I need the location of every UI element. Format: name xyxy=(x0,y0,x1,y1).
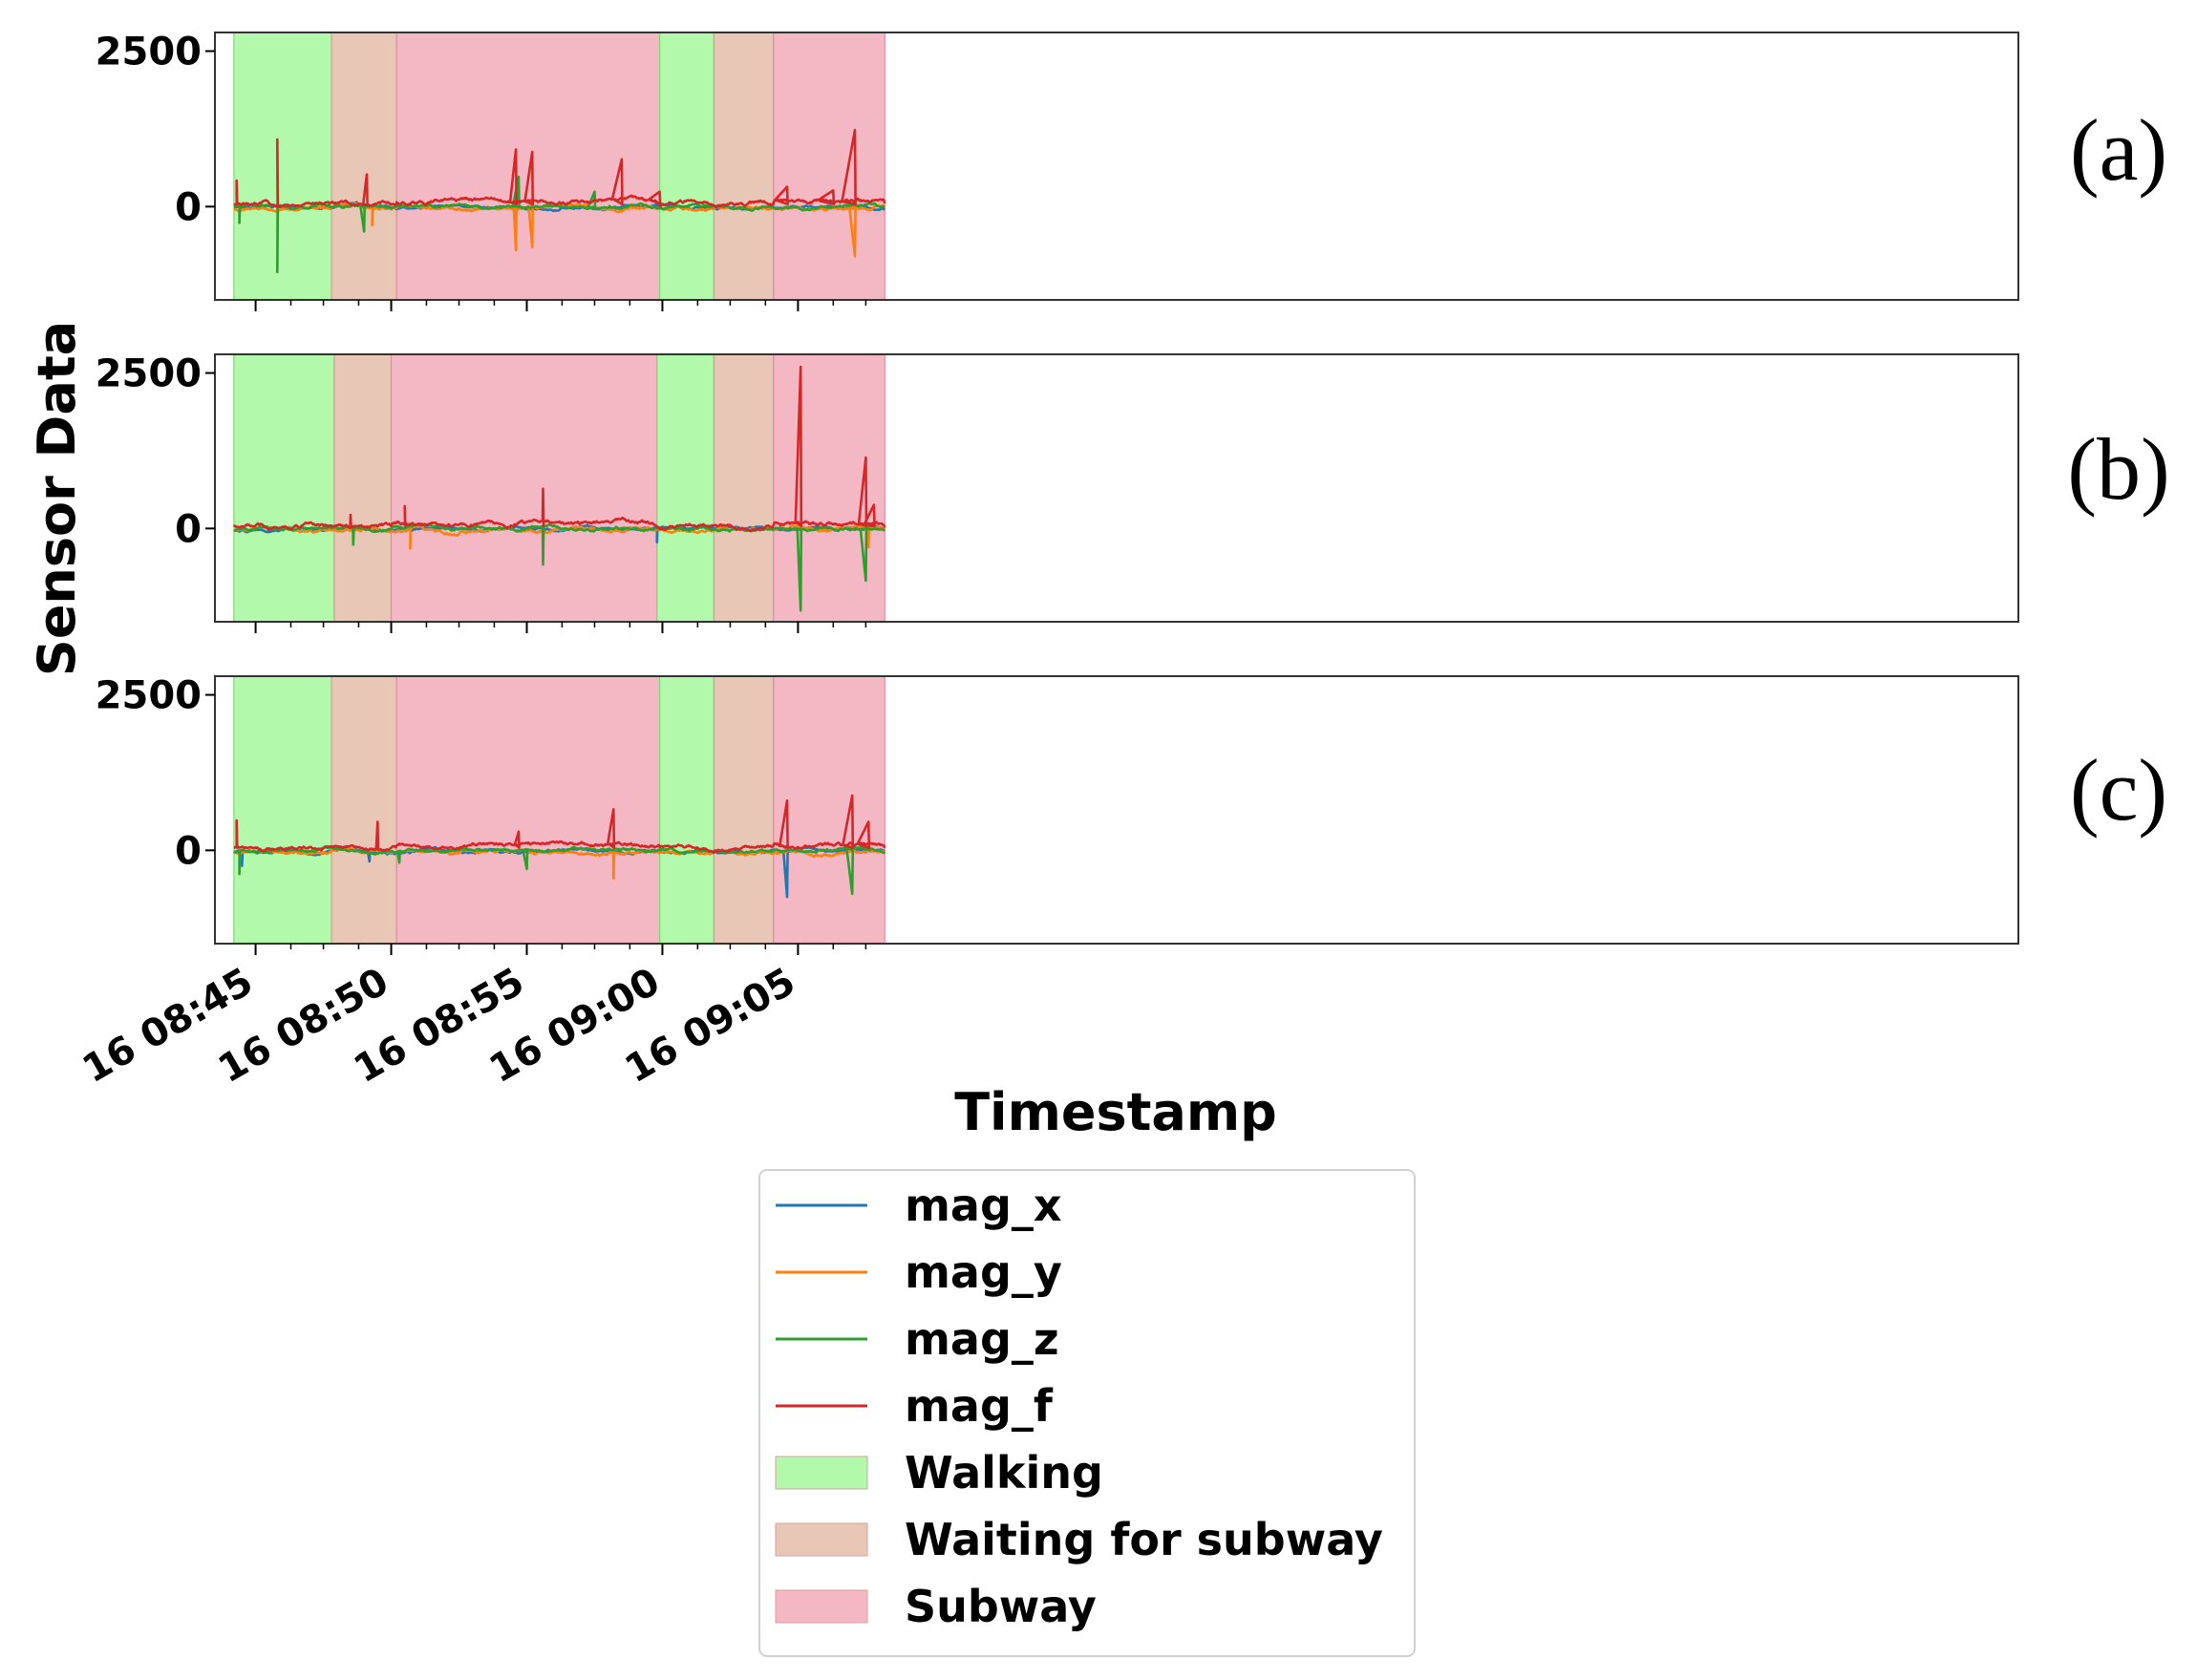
activity-region-walking xyxy=(233,675,332,945)
legend-label: mag_z xyxy=(905,1313,1059,1365)
activity-region-walking xyxy=(656,353,715,623)
plot-frame xyxy=(214,32,2019,301)
series-lines xyxy=(232,365,886,612)
y-tick-label: 2500 xyxy=(96,352,202,396)
y-tick-label: 0 xyxy=(175,507,202,551)
y-tick-label: 0 xyxy=(175,185,202,229)
series-line-mag-f xyxy=(233,794,886,854)
y-tick-label: 0 xyxy=(175,829,202,873)
legend-label: Waiting for subway xyxy=(905,1514,1383,1565)
activity-region-walking xyxy=(233,32,332,301)
legend-label: Walking xyxy=(905,1447,1103,1499)
panel-1: 0 2500 (b) xyxy=(96,352,2170,633)
x-axis-title: Timestamp xyxy=(954,1082,1277,1142)
activity-region-waiting-for-subway xyxy=(331,32,397,301)
legend-item-walking: Walking xyxy=(775,1447,1103,1499)
legend-patch-swatch xyxy=(775,1589,868,1624)
y-tick-label: 2500 xyxy=(96,674,202,718)
activity-region-walking xyxy=(659,32,715,301)
legend-patch-swatch xyxy=(775,1522,868,1557)
legend-label: mag_x xyxy=(905,1180,1062,1231)
plot-frame xyxy=(214,353,2019,623)
activity-region-waiting-for-subway xyxy=(713,353,775,623)
series-line-mag-z xyxy=(233,175,885,273)
activity-region-walking xyxy=(659,675,715,945)
legend-label: mag_f xyxy=(905,1380,1054,1432)
panels: 0 2500 (a) 0 2500 (b) 0 2500 (c) xyxy=(96,31,2170,955)
activity-region-subway xyxy=(773,32,885,301)
activity-region-waiting-for-subway xyxy=(331,675,397,945)
panel-label: (a) xyxy=(2070,101,2167,199)
series-line-mag-f xyxy=(233,128,886,209)
panel-2: 0 2500 (c) xyxy=(96,674,2167,955)
plot-frame xyxy=(214,675,2019,945)
legend-item-mag-z: mag_z xyxy=(776,1313,1059,1365)
series-lines xyxy=(233,128,886,273)
y-axis-title: Sensor Data xyxy=(27,321,87,676)
panel-0: 0 2500 (a) xyxy=(96,31,2167,311)
activity-region-waiting-for-subway xyxy=(713,32,775,301)
activity-region-subway xyxy=(395,675,661,945)
legend-box xyxy=(758,1169,1416,1657)
activity-region-subway xyxy=(773,353,885,623)
activity-region-waiting-for-subway xyxy=(333,353,393,623)
legend: mag_x mag_y mag_z mag_f Walking Waiting for s… xyxy=(758,1169,1416,1657)
series-line-mag-f xyxy=(232,365,886,533)
activity-region-subway xyxy=(395,32,661,301)
activity-region-walking xyxy=(233,353,335,623)
legend-label: Subway xyxy=(905,1581,1097,1632)
activity-region-waiting-for-subway xyxy=(713,675,775,945)
legend-item-waiting-for-subway: Waiting for subway xyxy=(775,1514,1383,1565)
activity-region-subway xyxy=(773,675,885,945)
legend-item-mag-x: mag_x xyxy=(776,1180,1062,1231)
legend-item-subway: Subway xyxy=(775,1581,1097,1632)
legend-item-mag-f: mag_f xyxy=(776,1380,1054,1432)
legend-item-mag-y: mag_y xyxy=(776,1246,1062,1298)
series-line-mag-z xyxy=(233,845,886,896)
legend-patch-swatch xyxy=(775,1456,868,1490)
panel-label: (b) xyxy=(2067,420,2169,518)
series-lines xyxy=(233,794,886,899)
legend-items: mag_x mag_y mag_z mag_f Walking Waiting for s… xyxy=(775,1180,1383,1632)
activity-region-subway xyxy=(390,353,658,623)
panel-label: (c) xyxy=(2070,741,2167,839)
y-tick-label: 2500 xyxy=(96,31,202,74)
legend-label: mag_y xyxy=(905,1246,1062,1298)
